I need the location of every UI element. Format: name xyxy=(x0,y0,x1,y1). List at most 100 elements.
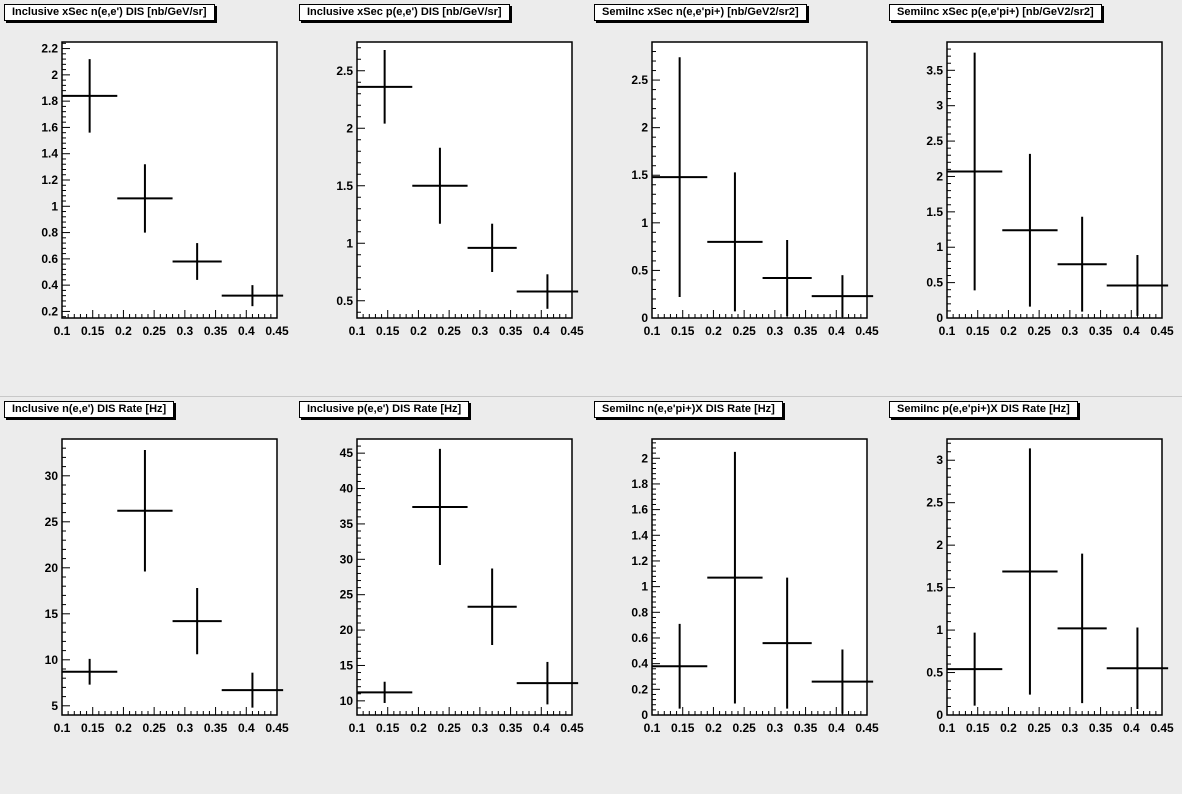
y-tick-label: 0 xyxy=(641,311,648,325)
x-tick-label: 0.1 xyxy=(349,324,366,338)
x-tick-label: 0.1 xyxy=(54,721,71,735)
x-tick-label: 0.15 xyxy=(671,721,695,735)
x-tick-label: 0.2 xyxy=(410,721,427,735)
y-tick-label: 1.5 xyxy=(631,168,648,182)
y-tick-label: 0.5 xyxy=(631,263,648,277)
plot-6-svg: 0.1 0.15 0.2 0.25 0.3 0.35 0.4 0.45 10 15 20 25 30 35… xyxy=(340,438,584,735)
x-tick-label: 0.35 xyxy=(499,721,523,735)
x-tick-label: 0.3 xyxy=(767,721,784,735)
x-tick-label: 0.45 xyxy=(1150,721,1174,735)
plot-title: Inclusive n(e,e') DIS Rate [Hz] xyxy=(4,401,175,418)
x-tick-label: 0.4 xyxy=(828,721,845,735)
y-tick-label: 2.5 xyxy=(926,134,943,148)
y-tick-label: 1 xyxy=(641,580,648,594)
y-tick-label: 5 xyxy=(51,699,58,713)
plot-frame xyxy=(946,41,1163,319)
plot-title: Inclusive xSec p(e,e') DIS [nb/GeV/sr] xyxy=(299,4,510,21)
plot-3-svg: 0.1 0.15 0.2 0.25 0.3 0.35 0.4 0.45 0 0.5 1 1.5 2 2.5 xyxy=(631,41,879,338)
x-tick-label: 0.4 xyxy=(533,721,550,735)
x-tick-label: 0.35 xyxy=(1089,324,1113,338)
y-tick-label: 1.5 xyxy=(926,581,943,595)
data-point xyxy=(221,672,284,708)
y-tick-label: 2 xyxy=(346,121,353,135)
y-tick-label: 15 xyxy=(340,658,354,672)
plot-7-svg: 0.1 0.15 0.2 0.25 0.3 0.35 0.4 0.45 0 0.2 0.4 0.6 0.… xyxy=(631,438,879,735)
y-tick-label: 1 xyxy=(936,240,943,254)
y-tick-label: 25 xyxy=(45,515,59,529)
data-point xyxy=(467,223,517,272)
plot-pad-3: SemiInc xSec n(e,e'pi+) [nb/GeV2/sr2] 0.… xyxy=(590,0,885,397)
y-tick-label: 25 xyxy=(340,588,354,602)
plot-title: SemiInc p(e,e'pi+)X DIS Rate [Hz] xyxy=(889,401,1078,418)
plot-5-svg: 0.1 0.15 0.2 0.25 0.3 0.35 0.4 0.45 5 10 15 20 25 30 xyxy=(45,438,289,735)
y-tick-label: 1 xyxy=(641,216,648,230)
x-tick-label: 0.15 xyxy=(671,324,695,338)
x-tick-label: 0.45 xyxy=(560,721,584,735)
x-tick-label: 0.25 xyxy=(732,721,756,735)
data-point xyxy=(811,649,874,714)
y-tick-label: 20 xyxy=(45,561,59,575)
y-tick-label: 1 xyxy=(51,199,58,213)
x-tick-label: 0.3 xyxy=(1062,721,1079,735)
y-tick-label: 0.4 xyxy=(41,278,58,292)
x-tick-label: 0.1 xyxy=(54,324,71,338)
data-point xyxy=(357,681,413,703)
y-tick-label: 0.8 xyxy=(41,226,58,240)
x-tick-label: 0.3 xyxy=(472,721,489,735)
plot-8-svg: 0.1 0.15 0.2 0.25 0.3 0.35 0.4 0.45 0 0.5 1 1.5 2 2.5… xyxy=(926,438,1174,735)
x-tick-label: 0.35 xyxy=(204,324,228,338)
x-tick-label: 0.15 xyxy=(81,324,105,338)
y-tick-label: 2.5 xyxy=(631,73,648,87)
plot-title: Inclusive xSec n(e,e') DIS [nb/GeV/sr] xyxy=(4,4,215,21)
x-tick-label: 0.2 xyxy=(410,324,427,338)
data-point xyxy=(652,57,708,298)
y-tick-label: 1.2 xyxy=(41,173,58,187)
data-point xyxy=(62,658,118,685)
pad-divider xyxy=(0,396,1182,397)
data-point xyxy=(467,568,517,645)
y-tick-label: 0.6 xyxy=(41,252,58,266)
data-point xyxy=(1002,448,1058,695)
data-point xyxy=(707,451,763,704)
y-tick-label: 0.5 xyxy=(926,666,943,680)
y-tick-label: 0.2 xyxy=(41,304,58,318)
y-tick-label: 30 xyxy=(45,469,59,483)
x-tick-label: 0.25 xyxy=(142,721,166,735)
plot-title: Inclusive p(e,e') DIS Rate [Hz] xyxy=(299,401,470,418)
x-tick-label: 0.25 xyxy=(437,721,461,735)
data-point xyxy=(516,274,579,309)
y-tick-label: 20 xyxy=(340,623,354,637)
data-point xyxy=(1057,553,1107,704)
x-tick-label: 0.35 xyxy=(1089,721,1113,735)
data-point xyxy=(1002,153,1058,307)
x-tick-label: 0.15 xyxy=(966,721,990,735)
y-tick-label: 35 xyxy=(340,517,354,531)
x-tick-label: 0.1 xyxy=(644,721,661,735)
y-tick-label: 2 xyxy=(51,68,58,82)
y-tick-label: 1 xyxy=(936,623,943,637)
data-point xyxy=(947,632,1003,706)
x-tick-label: 0.35 xyxy=(204,721,228,735)
x-tick-label: 0.25 xyxy=(732,324,756,338)
y-tick-label: 0.5 xyxy=(926,276,943,290)
y-tick-label: 2.5 xyxy=(926,496,943,510)
y-tick-label: 45 xyxy=(340,446,354,460)
data-point xyxy=(412,147,468,224)
y-tick-label: 2 xyxy=(936,169,943,183)
data-point xyxy=(707,172,763,312)
y-tick-label: 1.8 xyxy=(631,477,648,491)
y-tick-label: 30 xyxy=(340,552,354,566)
y-tick-label: 2.2 xyxy=(41,42,58,56)
y-tick-label: 0.6 xyxy=(631,631,648,645)
data-point xyxy=(516,661,579,705)
x-tick-label: 0.3 xyxy=(767,324,784,338)
x-tick-label: 0.3 xyxy=(177,324,194,338)
y-tick-label: 2 xyxy=(641,451,648,465)
data-point xyxy=(947,52,1003,291)
plot-frame xyxy=(946,438,1163,716)
y-tick-label: 2 xyxy=(936,538,943,552)
x-tick-label: 0.1 xyxy=(939,324,956,338)
data-point xyxy=(117,164,173,233)
x-tick-label: 0.2 xyxy=(1000,324,1017,338)
y-tick-label: 1.6 xyxy=(41,120,58,134)
